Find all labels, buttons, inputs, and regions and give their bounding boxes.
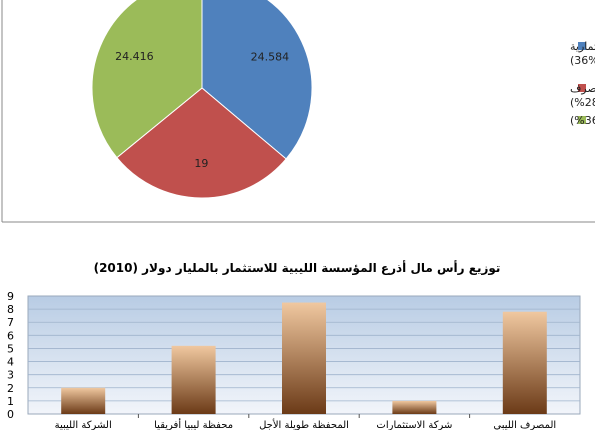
y-tick-label: 0	[7, 408, 14, 421]
pie-slice	[201, 0, 313, 160]
x-tick-label: محفظة ليبيا أفريقيا	[154, 418, 233, 430]
pie-slices	[91, 0, 313, 199]
bar	[61, 387, 106, 414]
y-tick-label: 1	[7, 395, 14, 408]
bars	[61, 302, 547, 414]
bar	[171, 345, 216, 414]
y-tick-label: 8	[7, 303, 14, 316]
x-tick-label: المحفظة طويلة الأجل	[259, 418, 349, 430]
y-tick-label: 6	[7, 329, 14, 342]
y-tick-label: 9	[7, 290, 14, 303]
y-tick-label: 5	[7, 342, 14, 355]
x-tick-label: شركة الاستثمارات	[376, 420, 452, 430]
bar-x-tick-labels: الشركة الليبية محفظة ليبيا أفريقيا المحفظة…	[55, 414, 556, 430]
pie-slice	[116, 87, 287, 199]
pie-legend: صناديق ومحافظ استثمارية(36%) وديعة نقدية …	[570, 40, 595, 127]
y-tick-label: 7	[7, 316, 14, 329]
legend-swatch	[578, 84, 586, 92]
x-tick-label: الشركة الليبية	[55, 420, 112, 430]
pie-data-label: 24.584	[251, 50, 290, 63]
legend-entry: صناديق ومحافظ استثمارية	[570, 40, 595, 54]
legend-entry: المركزي (28%)	[570, 96, 595, 109]
pie-slice	[91, 0, 203, 159]
legend-swatch	[578, 42, 586, 50]
bar-chart-title: توزيع رأس مال أذرع المؤسسة الليبية للاست…	[94, 260, 501, 276]
bar	[502, 311, 547, 414]
legend-entry: (36%)	[570, 54, 595, 67]
legend-entry: استثمارات مباشرة ( 36%)	[570, 114, 595, 127]
legend-swatch	[578, 116, 586, 124]
pie-data-labels: 24.584 19 24.416	[115, 50, 289, 170]
y-tick-label: 3	[7, 369, 14, 382]
bar	[282, 302, 326, 414]
pie-data-label: 24.416	[115, 50, 154, 63]
x-tick-label: المصرف الليبي	[493, 420, 556, 430]
legend-entry: وديعة نقدية لدى المصرف	[570, 82, 595, 95]
y-tick-label: 2	[7, 382, 14, 395]
bar-chart-panel: توزيع رأس مال أذرع المؤسسة الليبية للاست…	[7, 260, 581, 430]
pie-chart-panel: 24.584 19 24.416 صناديق ومحافظ استثمارية(3…	[1, 0, 595, 223]
pie-data-label: 19	[194, 157, 208, 170]
y-tick-label: 4	[7, 356, 14, 369]
bar	[392, 400, 437, 414]
